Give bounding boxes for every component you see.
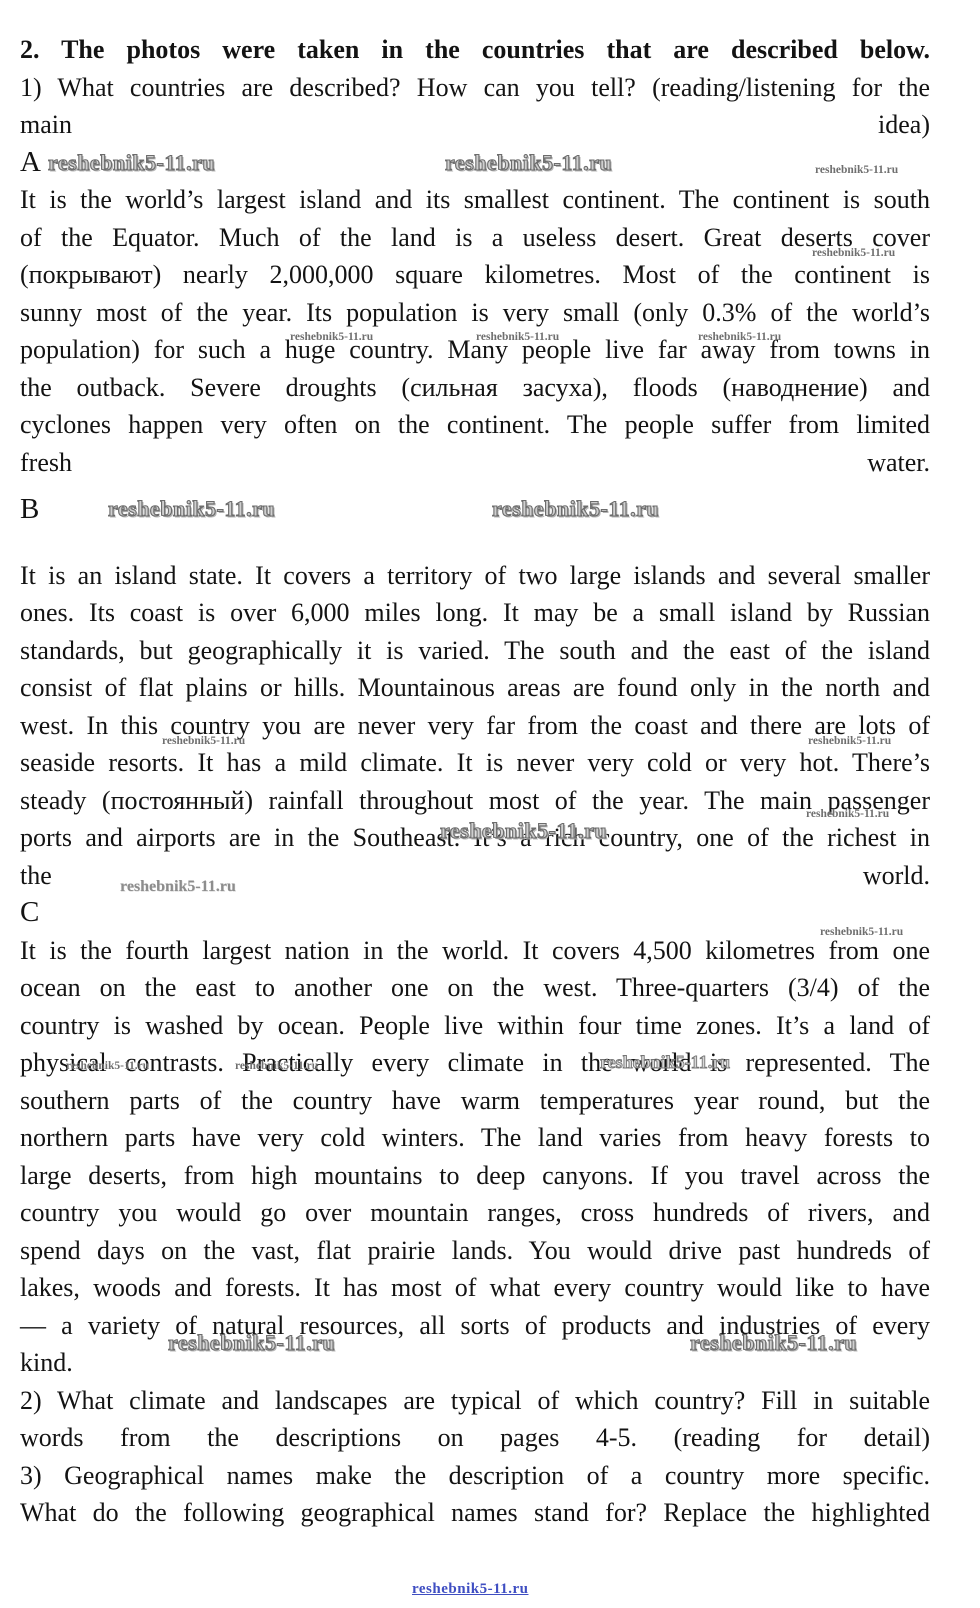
- text-line: fresh water.: [20, 447, 930, 477]
- text-line: ports and airports are in the Southeast.…: [20, 823, 930, 852]
- section-label-c: C: [20, 896, 40, 928]
- text-line: northern parts have very cold winters. T…: [20, 1123, 930, 1152]
- text-line: west. In this country you are never very…: [20, 710, 930, 740]
- text-line: 3) Geographical names make the descripti…: [20, 1460, 930, 1490]
- text-line: It is the world’s largest island and its…: [20, 185, 930, 214]
- text-line: steady (постоянный) rainfall throughout …: [20, 785, 930, 815]
- text-line: ocean on the east to another one on the …: [20, 973, 930, 1002]
- text-line: the world.: [20, 860, 930, 890]
- text-line: sunny most of the year. Its population i…: [20, 297, 930, 327]
- text-line: population) for such a huge country. Man…: [20, 335, 930, 364]
- text-line: southern parts of the country have warm …: [20, 1085, 930, 1115]
- text-line: 2) What climate and landscapes are typic…: [20, 1385, 930, 1415]
- task2-text: 2) What climate and landscapes are typic…: [20, 1382, 930, 1457]
- text-line: consist of flat plains or hills. Mountai…: [20, 673, 930, 702]
- text-line: physical contrasts. Practically every cl…: [20, 1048, 930, 1077]
- text-line: country you would go over mountain range…: [20, 1198, 930, 1227]
- text-line: It is the fourth largest nation in the w…: [20, 935, 930, 965]
- text-line: 1) What countries are described? How can…: [20, 72, 930, 102]
- task3-text: 3) Geographical names make the descripti…: [20, 1457, 930, 1532]
- text-line: (покрывают) nearly 2,000,000 square kilo…: [20, 260, 930, 289]
- text-line: It is an island state. It covers a terri…: [20, 560, 930, 590]
- text-line: lakes, woods and forests. It has most of…: [20, 1273, 930, 1302]
- text-line: seaside resorts. It has a mild climate. …: [20, 748, 930, 777]
- task1-text: 1) What countries are described? How can…: [20, 69, 930, 144]
- section-b-text: It is an island state. It covers a terri…: [20, 557, 930, 895]
- text-line: — a variety of natural resources, all so…: [20, 1310, 930, 1340]
- site-link-watermark[interactable]: reshebnik5-11.ru: [412, 1581, 529, 1597]
- text-line: ones. Its coast is over 6,000 miles long…: [20, 598, 930, 627]
- text-line: spend days on the vast, flat prairie lan…: [20, 1235, 930, 1265]
- text-line: country is washed by ocean. People live …: [20, 1010, 930, 1040]
- section-a-text: It is the world’s largest island and its…: [20, 181, 930, 481]
- text-line: standards, but geographically it is vari…: [20, 635, 930, 665]
- text-line: What do the following geographical names…: [20, 1498, 930, 1527]
- section-label-a: A: [20, 145, 41, 178]
- text-line: main idea): [20, 110, 930, 139]
- text-line: the outback. Severe droughts (сильная за…: [20, 372, 930, 402]
- text-line: words from the descriptions on pages 4-5…: [20, 1423, 930, 1452]
- text-line: of the Equator. Much of the land is a us…: [20, 222, 930, 252]
- section-label-b: B: [20, 493, 40, 525]
- exercise-header: 2. The photos were taken in the countrie…: [20, 35, 930, 64]
- text-line: kind.: [20, 1348, 73, 1377]
- text-line: large deserts, from high mountains to de…: [20, 1160, 930, 1190]
- section-c-text: It is the fourth largest nation in the w…: [20, 932, 930, 1382]
- text-line: cyclones happen very often on the contin…: [20, 410, 930, 439]
